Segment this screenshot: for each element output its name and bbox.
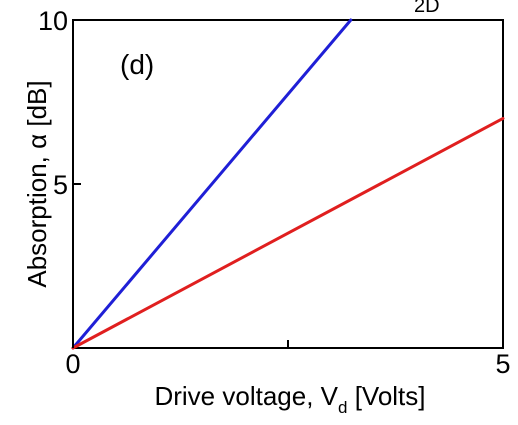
ticks-layer: 0 5 5 10: [38, 6, 511, 379]
series-layer: [71, 18, 505, 350]
series-line-1: [71, 18, 353, 350]
x-tick-label-0: 0: [65, 349, 80, 379]
series-line-2: [71, 116, 505, 350]
x-tick-label-2: 5: [495, 349, 510, 379]
top-clipped-text: 2D: [414, 0, 440, 17]
x-axis-title: Drive voltage, Vd [Volts]: [154, 381, 425, 417]
x-axis-title-main: Drive voltage, V: [154, 381, 338, 411]
x-axis-title-unit: [Volts]: [347, 381, 425, 411]
y-tick-label-0: 5: [53, 170, 68, 200]
y-tick-label-1: 10: [38, 6, 68, 36]
panel-label: (d): [120, 49, 154, 80]
y-axis-title: Absorption, α [dB]: [22, 80, 52, 287]
x-axis-title-subscript: d: [338, 398, 347, 417]
